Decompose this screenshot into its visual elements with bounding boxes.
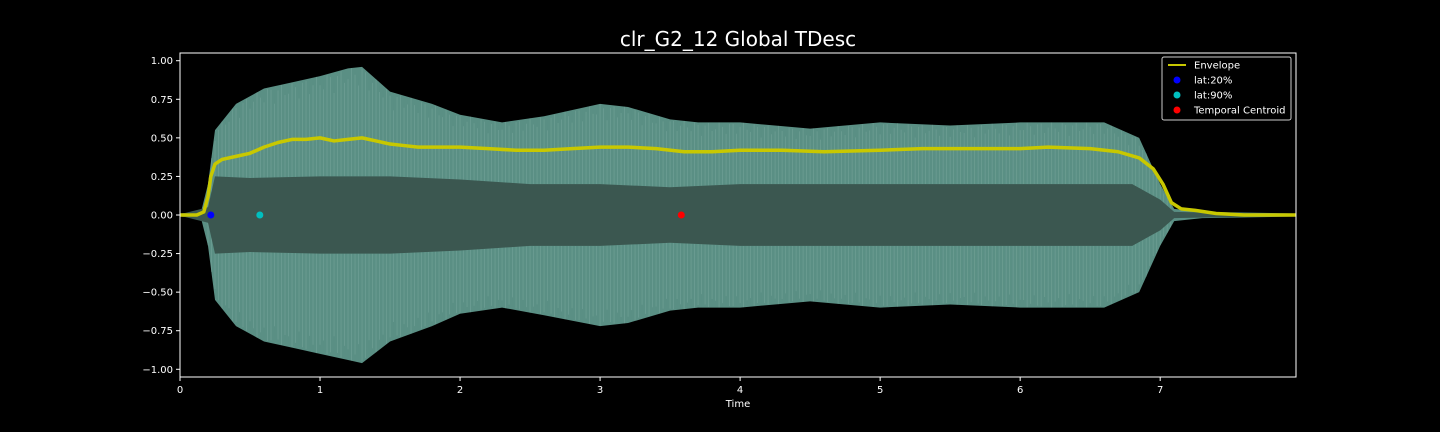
y-tick-label: 0.00 [151, 211, 173, 222]
y-axis: 1.00 0.75 0.50 0.25 0.00 −0.25 −0.50 −0.75 −1.00 [142, 56, 180, 376]
legend-label: lat:20% [1194, 76, 1232, 87]
plot-area [179, 52, 1297, 378]
x-tick-label: 0 [177, 385, 183, 396]
point-lat-20 [207, 211, 215, 219]
legend-label: Envelope [1194, 61, 1240, 72]
x-tick-label: 6 [1017, 385, 1023, 396]
y-tick-label: −0.50 [142, 288, 173, 299]
y-tick-label: 0.25 [151, 172, 173, 183]
y-tick-label: −0.25 [142, 249, 173, 260]
x-tick-label: 1 [317, 385, 323, 396]
series-layer [180, 136, 1296, 219]
legend: Envelope lat:20% lat:90% Temporal Centroid [1161, 56, 1292, 121]
y-tick-label: −0.75 [142, 326, 173, 337]
y-tick-label: 0.75 [151, 95, 173, 106]
chart-title: clr_G2_12 Global TDesc [620, 27, 856, 51]
envelope-line [180, 136, 1296, 217]
waveform-inner [180, 176, 1296, 254]
y-tick-label: 0.50 [151, 133, 173, 144]
x-tick-label: 2 [457, 385, 463, 396]
y-tick-label: −1.00 [142, 365, 173, 376]
legend-label: lat:90% [1194, 91, 1232, 102]
waveform [180, 66, 1296, 364]
x-tick-label: 5 [877, 385, 883, 396]
y-tick-label: 1.00 [151, 56, 173, 67]
x-tick-label: 7 [1157, 385, 1163, 396]
legend-box [1161, 56, 1292, 121]
x-axis-label: Time [725, 399, 750, 410]
x-tick-label: 3 [597, 385, 603, 396]
legend-items: Envelope lat:20% lat:90% Temporal Centroid [1168, 61, 1286, 117]
point-temporal-centroid [677, 211, 685, 219]
waveform-texture [207, 68, 1172, 361]
legend-swatch-marker [1173, 76, 1181, 84]
point-lat-90 [256, 211, 264, 219]
legend-label: Temporal Centroid [1193, 106, 1286, 117]
x-axis: 0 1 2 3 4 5 6 7 [177, 377, 1163, 396]
legend-swatch-marker [1173, 106, 1181, 114]
legend-swatch-marker [1173, 91, 1181, 99]
x-tick-label: 4 [737, 385, 743, 396]
